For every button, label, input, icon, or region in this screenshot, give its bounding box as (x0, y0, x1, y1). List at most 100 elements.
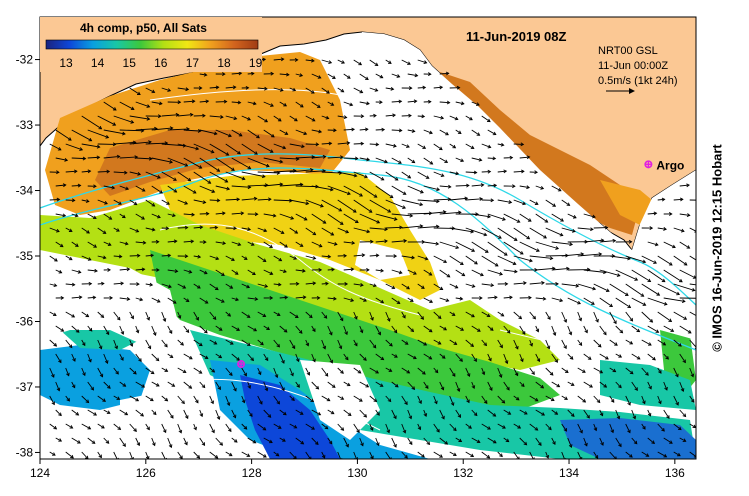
current-arrowhead (266, 326, 271, 331)
current-arrow (177, 171, 191, 182)
current-arrow (455, 381, 460, 392)
current-arrow (369, 283, 377, 287)
current-arrow (263, 409, 271, 418)
current-arrow (599, 240, 616, 243)
current-arrow (561, 395, 568, 400)
current-arrow (401, 199, 423, 206)
current-arrow (497, 143, 504, 146)
current-arrow (471, 213, 491, 218)
current-arrowhead (444, 441, 449, 445)
current-arrowhead (100, 314, 105, 318)
current-arrow (337, 367, 344, 374)
credit-text: © IMOS 16-Jun-2019 12:15 Hobart (709, 144, 725, 352)
current-arrowhead (347, 191, 351, 196)
current-arrowhead (60, 295, 65, 300)
current-arrow (199, 325, 208, 334)
current-arrowhead (218, 327, 223, 331)
current-arrowhead (318, 267, 323, 272)
current-arrow (433, 311, 442, 319)
current-arrowhead (155, 357, 160, 362)
current-arrowhead (627, 401, 631, 406)
current-arrow (647, 409, 651, 417)
current-arrowhead (542, 296, 547, 301)
current-arrowhead (75, 329, 80, 333)
current-arrow (177, 451, 183, 459)
current-arrow (561, 367, 569, 373)
lon-tick-label: 132 (453, 466, 473, 480)
current-arrow (247, 72, 254, 75)
current-arrow (369, 339, 377, 349)
current-arrow (257, 423, 266, 431)
current-arrow (359, 409, 367, 418)
current-arrow (551, 409, 558, 415)
current-arrowhead (107, 242, 112, 246)
current-arrow (615, 353, 622, 358)
current-arrow (167, 128, 190, 131)
current-arrowhead (346, 382, 351, 387)
current-arrowhead (651, 440, 656, 444)
current-arrowhead (250, 242, 255, 246)
current-arrow (103, 129, 126, 135)
current-arrowhead (213, 341, 218, 345)
current-arrow (577, 253, 602, 257)
current-arrowhead (568, 331, 573, 336)
current-arrowhead (240, 211, 245, 216)
current-arrowhead (241, 399, 246, 404)
current-arrow (225, 283, 233, 289)
current-arrowhead (514, 269, 518, 274)
current-arrow (321, 227, 334, 236)
current-arrowhead (396, 300, 401, 304)
current-arrow (407, 353, 417, 359)
current-arrowhead (435, 241, 440, 246)
current-arrowhead (498, 374, 503, 378)
current-arrow (279, 73, 289, 76)
current-arrow (103, 101, 117, 111)
current-arrow (199, 297, 209, 304)
current-arrowhead (619, 329, 624, 334)
current-arrowhead (527, 218, 532, 222)
current-arrow (225, 367, 233, 376)
current-arrow (545, 451, 549, 459)
current-arrow (241, 451, 250, 457)
current-arrow (209, 395, 214, 404)
current-arrowhead (60, 328, 65, 332)
current-arrowhead (184, 225, 189, 230)
current-arrowhead (534, 170, 538, 175)
current-arrow (353, 339, 358, 346)
current-arrowhead (140, 412, 145, 417)
current-arrowhead (481, 371, 486, 376)
current-arrowhead (215, 256, 220, 261)
current-arrow (145, 423, 150, 430)
current-arrowhead (85, 399, 90, 404)
current-arrowhead (439, 85, 444, 90)
current-arrow (103, 241, 112, 246)
current-arrowhead (272, 213, 277, 218)
current-arrow (113, 423, 121, 430)
current-arrowhead (361, 253, 366, 258)
current-arrow (81, 227, 90, 234)
current-arrow (65, 227, 73, 232)
current-arrowhead (330, 102, 335, 106)
current-arrow (449, 451, 457, 456)
current-arrowhead (347, 412, 352, 416)
current-arrow (241, 143, 258, 155)
current-arrow (103, 409, 111, 414)
current-arrowhead (393, 217, 398, 221)
current-arrow (535, 185, 544, 190)
current-arrow (593, 423, 597, 431)
current-arrow (289, 115, 298, 122)
current-arrowhead (346, 141, 351, 145)
current-arrow (135, 381, 145, 388)
current-arrow (551, 325, 556, 336)
current-arrowhead (455, 171, 460, 176)
current-arrow (87, 213, 97, 219)
current-arrowhead (277, 282, 282, 287)
current-arrow (497, 367, 502, 378)
current-arrow (369, 254, 379, 257)
current-arrow (327, 213, 344, 225)
current-arrow (321, 171, 342, 174)
current-arrow (513, 227, 530, 240)
current-arrow (407, 100, 417, 103)
current-arrowhead (92, 215, 97, 220)
current-arrow (503, 241, 524, 255)
